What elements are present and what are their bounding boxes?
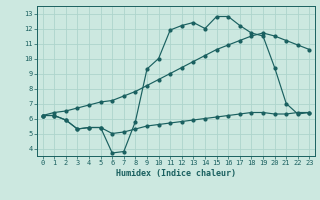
X-axis label: Humidex (Indice chaleur): Humidex (Indice chaleur) [116,169,236,178]
